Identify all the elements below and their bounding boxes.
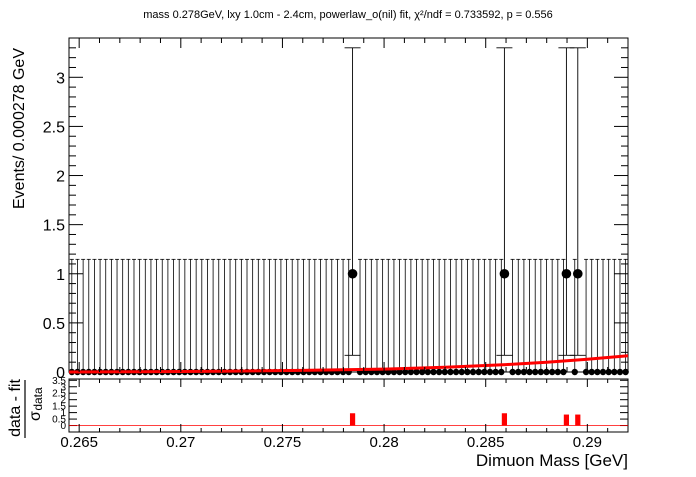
empty-bin-point (407, 368, 415, 376)
empty-bin-point (390, 368, 398, 376)
ratio-bar (575, 414, 581, 426)
x-axis-label: Dimuon Mass [GeV] (476, 451, 628, 470)
main-y-tick-label: 0.5 (43, 316, 65, 333)
empty-bin-point (430, 368, 437, 376)
ratio-y-label-numerator: data - fit (7, 379, 24, 437)
data-point (347, 268, 358, 279)
empty-bin-point (554, 368, 562, 376)
empty-bin-point (594, 368, 601, 376)
empty-bin-point (532, 368, 539, 376)
empty-bin-point (548, 368, 556, 376)
x-tick-label: 0.265 (60, 434, 98, 451)
ratio-y-label-denominator-sub: data (31, 387, 45, 411)
main-y-tick-label: 2 (56, 169, 65, 186)
main-y-axis-label: Events/ 0.000278 GeV (11, 48, 28, 209)
empty-bin-point (413, 368, 420, 376)
ratio-plot-frame (68, 378, 629, 433)
x-tick-label: 0.27 (166, 434, 195, 451)
empty-bin-point (571, 368, 578, 376)
data-point (499, 268, 510, 279)
empty-bin-point (447, 368, 454, 376)
empty-bin-point (418, 368, 426, 376)
ratio-y-tick-label: 1.5 (52, 402, 66, 413)
ratio-y-tick-label: 3.5 (52, 376, 66, 387)
empty-bin-point (582, 368, 590, 376)
ratio-y-axis-label: data - fit σ data (7, 379, 45, 438)
empty-bin-point (599, 368, 607, 376)
ratio-y-label-denominator: σ (27, 411, 44, 421)
ratio-frame-rect (68, 378, 629, 433)
x-tick-label: 0.275 (264, 434, 302, 451)
ratio-bar (349, 413, 356, 426)
empty-bin-error-bars (68, 258, 629, 376)
empty-bin-point (402, 368, 409, 376)
ratio-y-tick-label: 2 (60, 395, 66, 406)
ratio-bar (563, 414, 570, 426)
empty-bin-point (588, 368, 595, 376)
empty-bin-point (486, 368, 494, 376)
empty-bin-point (498, 368, 505, 376)
ratio-y-tick-label: 0.5 (52, 415, 66, 426)
empty-bin-point (452, 368, 460, 376)
empty-bin-point (424, 368, 432, 376)
x-tick-label: 0.29 (573, 434, 602, 451)
main-y-tick-label: 0 (56, 365, 65, 382)
ratio-bars-layer (349, 413, 581, 426)
empty-bin-point (469, 368, 477, 376)
empty-bin-point (560, 368, 567, 376)
empty-bin-point (526, 368, 533, 376)
ratio-y-axis: 00.511.522.533.5 (52, 376, 628, 432)
empty-bin-point (515, 368, 522, 376)
data-points-layer (344, 47, 586, 356)
main-y-tick-label: 3 (56, 70, 65, 87)
empty-bin-point (481, 368, 488, 376)
main-y-tick-label: 1.5 (43, 218, 65, 235)
empty-bin-point (492, 368, 499, 376)
ratio-y-tick-label: 3 (60, 382, 66, 393)
x-tick-label: 0.28 (369, 434, 398, 451)
empty-bin-point (616, 368, 624, 376)
ratio-y-tick-label: 0 (60, 421, 66, 432)
empty-bin-point (396, 368, 403, 376)
main-y-tick-label: 1 (56, 267, 65, 284)
ratio-y-tick-label: 1 (60, 408, 66, 419)
main-y-tick-label: 2.5 (43, 119, 65, 136)
empty-bin-point (520, 368, 528, 376)
data-point (561, 268, 572, 279)
empty-bin-point (622, 368, 629, 376)
chart-title: mass 0.278GeV, lxy 1.0cm - 2.4cm, powerl… (143, 9, 553, 21)
empty-bin-point (537, 368, 545, 376)
x-tick-label: 0.285 (467, 434, 505, 451)
ratio-y-tick-label: 2.5 (52, 389, 66, 400)
x-axis: 0.265 0.27 0.275 0.28 0.285 0.29 (60, 38, 609, 451)
main-y-axis: 0 0.5 1 1.5 2 2.5 3 (43, 47, 628, 382)
empty-bin-point (458, 368, 465, 376)
ratio-bar (501, 413, 508, 426)
empty-bin-point (605, 368, 612, 376)
empty-bin-point (611, 368, 618, 376)
empty-bin-point (475, 368, 482, 376)
data-point (572, 268, 583, 279)
empty-bin-point (435, 368, 443, 376)
empty-bin-point (509, 368, 516, 376)
